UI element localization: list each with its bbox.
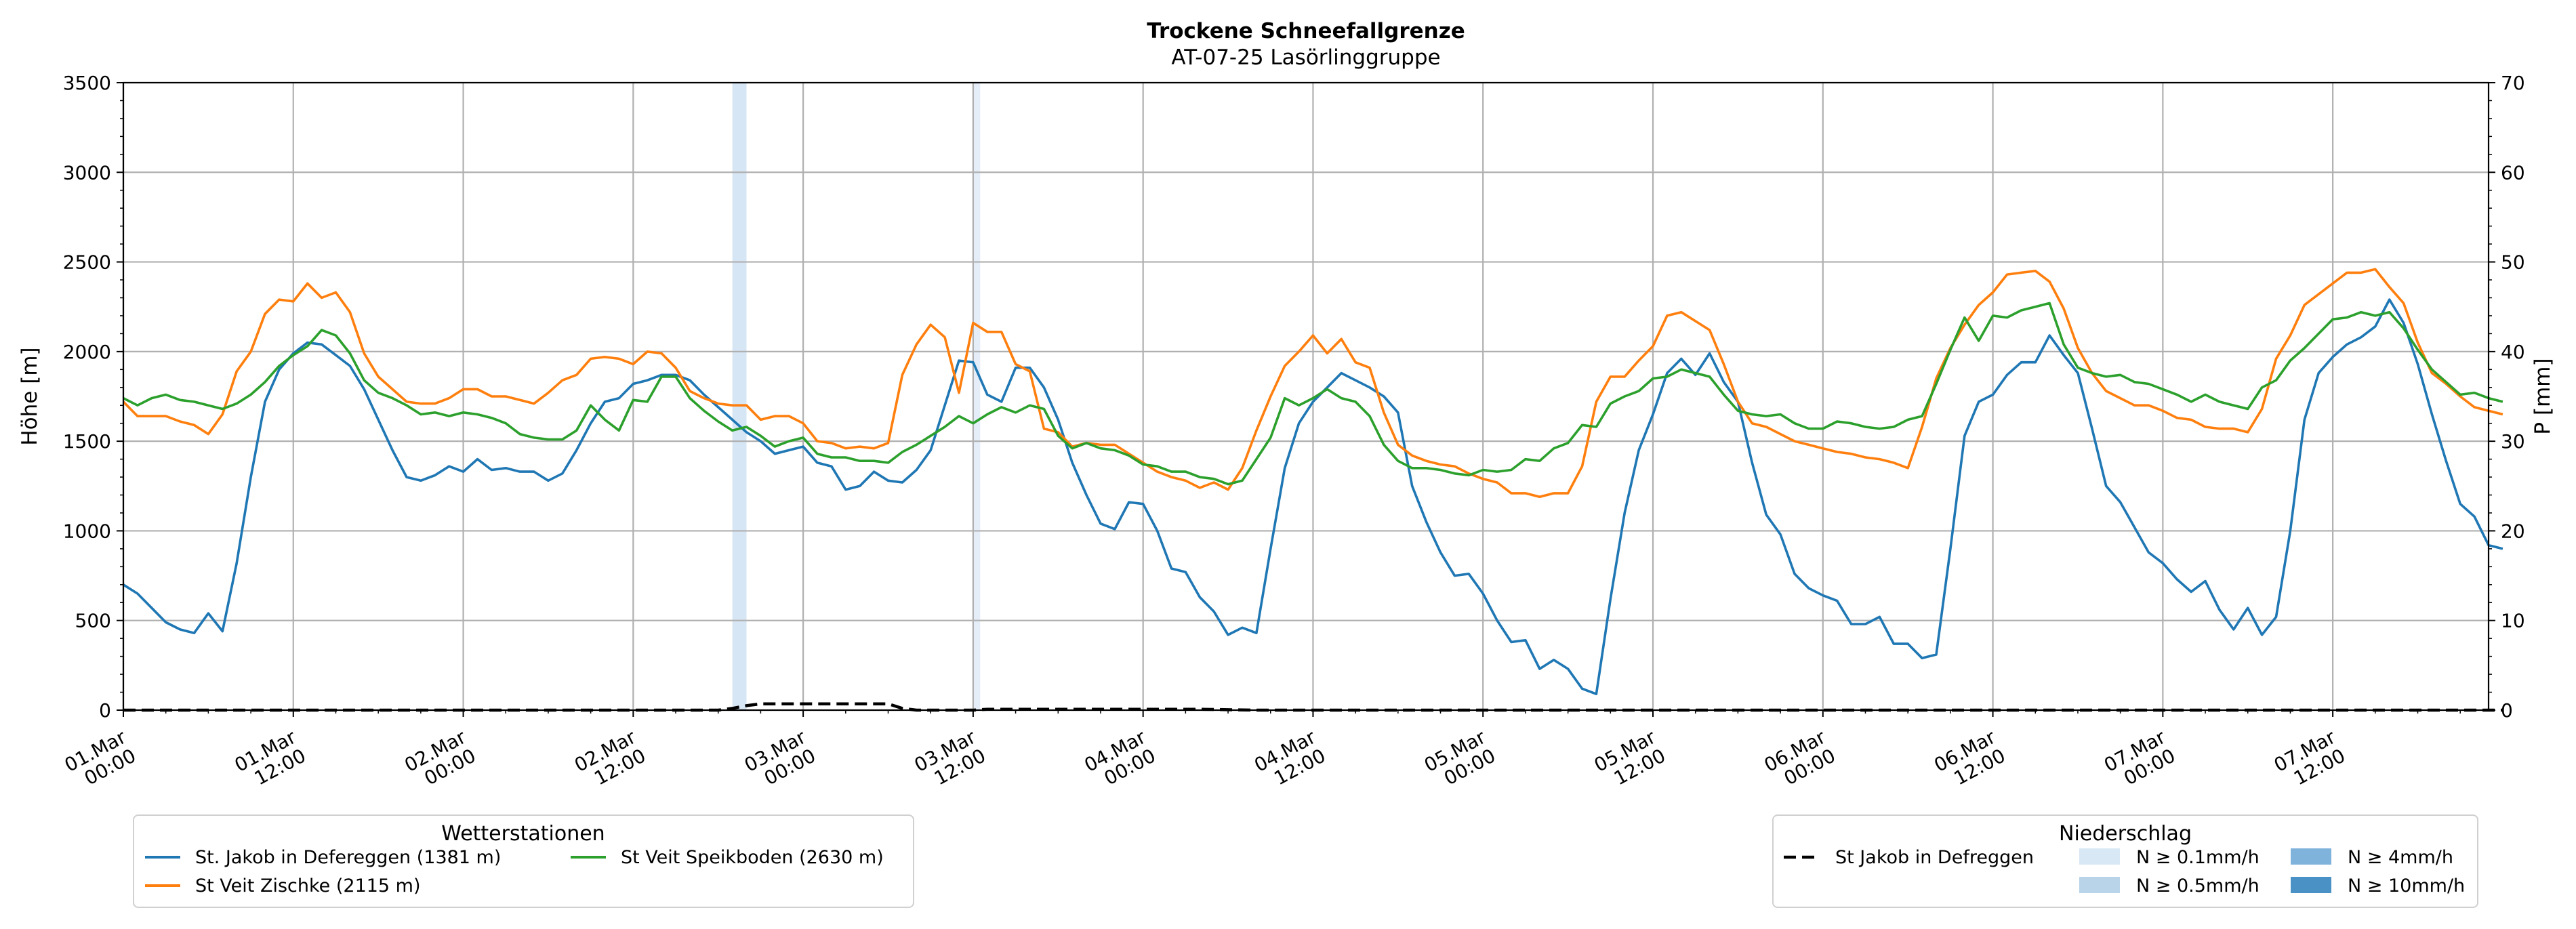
legend-label: N ≥ 0.1mm/h xyxy=(2136,847,2260,868)
legend-label: N ≥ 10mm/h xyxy=(2348,875,2465,896)
y-right-tick-label: 0 xyxy=(2501,699,2513,722)
x-tick-label: 05.Mar00:00 xyxy=(1420,726,1499,795)
x-tick-label: 07.Mar12:00 xyxy=(2270,726,2349,795)
y-tick-label: 3000 xyxy=(63,161,111,184)
x-tick-label: 06.Mar00:00 xyxy=(1761,726,1839,795)
legend-swatch-patch xyxy=(2291,877,2331,893)
x-tick-label: 01.Mar00:00 xyxy=(61,726,140,795)
grid xyxy=(122,81,2489,711)
x-tick-label: 03.Mar12:00 xyxy=(911,726,989,795)
legend-swatch-patch xyxy=(2291,848,2331,865)
legend-precipitation: Niederschlag St Jakob in Defreggen N ≥ 0.… xyxy=(1772,814,2478,908)
legend-title: Wetterstationen xyxy=(441,822,605,846)
precip-band xyxy=(973,83,981,710)
chart-subtitle: AT-07-25 Lasörlinggruppe xyxy=(1171,45,1440,70)
series-line xyxy=(122,268,2503,498)
x-tick-label: 02.Mar00:00 xyxy=(401,726,479,795)
x-tick-label: 06.Mar12:00 xyxy=(1930,726,2009,795)
y-tick-label: 1000 xyxy=(63,520,111,542)
series-line xyxy=(123,298,2503,695)
legend-frame xyxy=(133,814,914,908)
y-right-tick-label: 70 xyxy=(2501,72,2525,94)
x-tick-label: 04.Mar00:00 xyxy=(1081,726,1160,795)
legend-label: St Veit Zischke (2115 m) xyxy=(195,875,421,896)
y-right-tick-label: 40 xyxy=(2501,341,2525,363)
x-tick-label: 01.Mar12:00 xyxy=(231,726,310,795)
y-right-tick-label: 10 xyxy=(2501,610,2525,632)
y-tick-label: 0 xyxy=(99,699,111,722)
legend-label: St Veit Speikboden (2630 m) xyxy=(621,847,884,868)
legend-label: St Jakob in Defreggen xyxy=(1835,847,2034,868)
y-tick-label: 500 xyxy=(75,610,111,632)
y-right-tick-label: 30 xyxy=(2501,430,2525,453)
chart-title: Trockene Schneefallgrenze xyxy=(1147,19,1465,43)
precip-line xyxy=(123,702,2503,712)
legend-swatch-patch xyxy=(2079,848,2120,865)
precipitation-bands xyxy=(732,83,981,710)
y-tick-label: 2500 xyxy=(63,251,111,274)
y-right-tick-label: 60 xyxy=(2501,161,2525,184)
axes: 0 500 1000 1500 2000 2500 3000 3500 0 10 20 30 40 50 6… xyxy=(61,72,2525,795)
legend-label: N ≥ 0.5mm/h xyxy=(2136,875,2260,896)
y-tick-label: 1500 xyxy=(63,430,111,453)
x-tick-label: 05.Mar12:00 xyxy=(1591,726,1669,795)
series-lines xyxy=(122,268,2503,712)
legend-label: St. Jakob in Defereggen (1381 m) xyxy=(195,847,501,868)
y-right-tick-label: 50 xyxy=(2501,251,2525,274)
x-tick-label: 04.Mar12:00 xyxy=(1250,726,1329,795)
y-tick-label: 3500 xyxy=(63,72,111,94)
series-line xyxy=(123,302,2503,486)
legend-weather-stations: Wetterstationen St. Jakob in Defereggen … xyxy=(133,814,914,908)
legend-label: N ≥ 4mm/h xyxy=(2348,847,2453,868)
y-axis-right-label: P [mm] xyxy=(2531,358,2555,434)
plot-frame xyxy=(122,81,2490,711)
precip-band xyxy=(732,83,747,710)
x-tick-label: 03.Mar00:00 xyxy=(741,726,819,795)
x-tick-label: 02.Mar12:00 xyxy=(571,726,649,795)
x-tick-label: 07.Mar00:00 xyxy=(2100,726,2179,795)
y-right-tick-label: 20 xyxy=(2501,520,2525,542)
y-tick-label: 2000 xyxy=(63,341,111,363)
legend-title: Niederschlag xyxy=(2059,822,2192,846)
legend-swatch-patch xyxy=(2079,877,2120,893)
y-axis-label: Höhe [m] xyxy=(18,347,42,445)
